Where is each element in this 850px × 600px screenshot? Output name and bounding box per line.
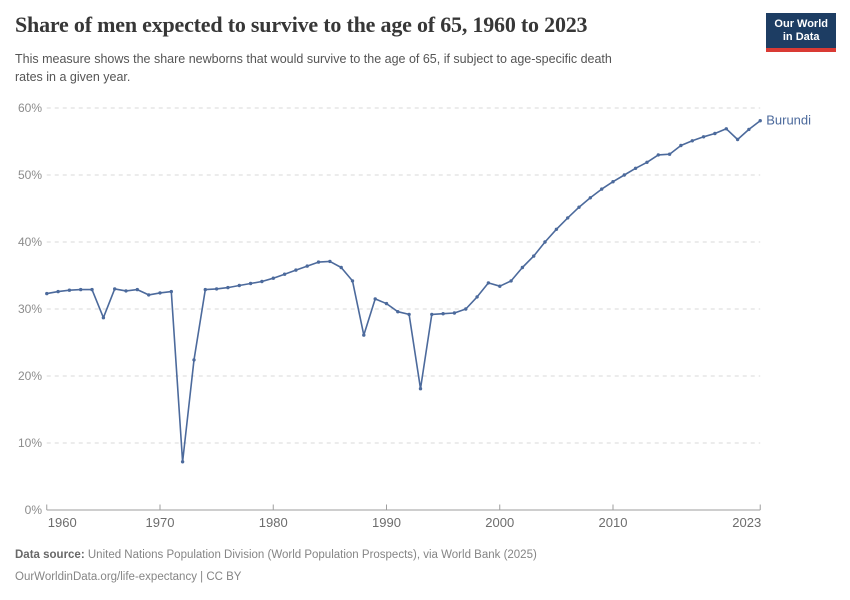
data-point-marker bbox=[701, 135, 706, 139]
x-tick-label: 1960 bbox=[48, 515, 77, 530]
data-point-marker bbox=[475, 295, 479, 299]
data-source-text: United Nations Population Division (Worl… bbox=[87, 549, 537, 561]
data-point-marker bbox=[180, 460, 185, 464]
data-point-marker bbox=[622, 173, 626, 177]
y-tick-label: 10% bbox=[18, 436, 42, 450]
data-point-marker bbox=[67, 288, 72, 292]
data-point-marker bbox=[747, 127, 751, 132]
data-point-marker bbox=[158, 291, 162, 295]
data-point-marker bbox=[79, 287, 83, 292]
data-point-marker bbox=[260, 279, 264, 284]
owid-logo: Our World in Data bbox=[766, 13, 836, 52]
x-tick-label: 2000 bbox=[485, 515, 514, 530]
data-point-marker bbox=[45, 291, 49, 296]
x-tick-label: 1980 bbox=[259, 515, 288, 530]
y-tick-label: 0% bbox=[25, 503, 43, 517]
x-tick-label: 2023 bbox=[732, 515, 761, 530]
data-point-marker bbox=[690, 139, 694, 143]
data-point-marker bbox=[713, 131, 717, 136]
owid-logo-line1: Our World bbox=[774, 18, 828, 30]
data-point-marker bbox=[350, 279, 355, 283]
chart-footer: Data source: United Nations Population D… bbox=[15, 544, 835, 588]
data-point-marker bbox=[192, 358, 196, 362]
x-tick-label: 1970 bbox=[146, 515, 175, 530]
data-point-marker bbox=[316, 260, 321, 264]
x-tick-label: 1990 bbox=[372, 515, 401, 530]
y-tick-label: 50% bbox=[18, 168, 42, 182]
data-point-marker bbox=[532, 254, 536, 258]
data-point-marker bbox=[441, 312, 445, 316]
chart-subtitle-line1: This measure shows the share newborns th… bbox=[15, 52, 612, 66]
data-point-marker bbox=[577, 205, 581, 209]
data-point-marker bbox=[486, 281, 491, 285]
data-point-marker bbox=[226, 285, 230, 290]
data-point-marker bbox=[339, 265, 343, 270]
data-point-marker bbox=[169, 289, 173, 294]
data-point-marker bbox=[543, 240, 547, 244]
data-point-marker bbox=[520, 265, 525, 270]
y-tick-label: 40% bbox=[18, 235, 42, 249]
data-point-marker bbox=[90, 287, 94, 292]
data-point-marker bbox=[566, 216, 570, 220]
data-point-marker bbox=[282, 272, 287, 276]
data-point-marker bbox=[667, 152, 672, 156]
y-tick-label: 30% bbox=[18, 302, 42, 316]
data-point-marker bbox=[407, 312, 411, 317]
data-point-marker bbox=[509, 279, 513, 283]
data-point-marker bbox=[611, 180, 615, 184]
line-series bbox=[46, 119, 761, 463]
data-source-line: Data source: United Nations Population D… bbox=[15, 544, 835, 566]
license-line: OurWorldinData.org/life-expectancy | CC … bbox=[15, 571, 242, 583]
data-point-marker bbox=[328, 259, 332, 264]
data-point-marker bbox=[214, 287, 219, 291]
owid-logo-line2: in Data bbox=[782, 31, 820, 43]
data-point-marker bbox=[633, 166, 638, 170]
data-point-marker bbox=[384, 301, 389, 306]
data-point-marker bbox=[724, 127, 728, 131]
data-point-marker bbox=[452, 311, 457, 315]
data-point-marker bbox=[373, 297, 377, 301]
data-point-marker bbox=[758, 119, 762, 123]
data-point-marker bbox=[498, 284, 502, 288]
data-point-marker bbox=[135, 287, 139, 292]
x-tick-label: 2010 bbox=[599, 515, 628, 530]
data-point-marker bbox=[113, 287, 117, 291]
y-tick-label: 20% bbox=[18, 369, 42, 383]
data-point-marker bbox=[588, 196, 592, 200]
data-point-marker bbox=[464, 307, 468, 311]
chart-subtitle-line2: rates in a given year. bbox=[15, 70, 131, 84]
data-point-marker bbox=[294, 268, 298, 272]
data-point-marker bbox=[124, 289, 128, 293]
data-point-marker bbox=[396, 310, 400, 314]
data-point-marker bbox=[362, 333, 366, 337]
data-point-marker bbox=[645, 160, 649, 164]
data-point-marker bbox=[237, 283, 241, 288]
data-point-marker bbox=[554, 227, 559, 231]
page-title: Share of men expected to survive to the … bbox=[15, 12, 588, 37]
data-point-marker bbox=[600, 187, 604, 191]
y-tick-label: 60% bbox=[18, 101, 42, 115]
data-point-marker bbox=[203, 287, 207, 292]
data-source-label: Data source: bbox=[15, 549, 85, 561]
data-point-marker bbox=[56, 289, 60, 294]
data-point-marker bbox=[101, 316, 106, 320]
data-point-marker bbox=[271, 276, 275, 280]
data-point-marker bbox=[656, 153, 660, 157]
data-point-marker bbox=[735, 137, 740, 142]
data-point-marker bbox=[679, 143, 683, 148]
data-point-marker bbox=[248, 281, 253, 286]
entity-label: Burundi bbox=[766, 113, 811, 128]
data-point-marker bbox=[418, 387, 423, 391]
chart-subtitle: This measure shows the share newborns th… bbox=[15, 50, 755, 86]
data-point-marker bbox=[305, 264, 309, 268]
data-point-marker bbox=[430, 312, 434, 317]
data-point-marker bbox=[147, 293, 151, 297]
